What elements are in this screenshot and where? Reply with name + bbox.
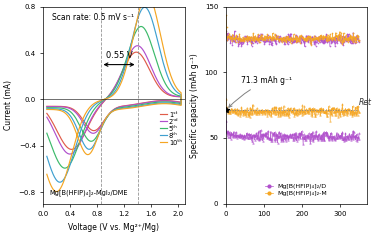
1ˢᵗ: [69, 148, 74, 151]
1ˢᵗ: [110, 109, 115, 112]
5ᵗʰ: [114, 84, 119, 87]
Text: 71.3 mAh g⁻¹: 71.3 mAh g⁻¹: [229, 76, 292, 107]
1ˢᵗ: [134, 51, 138, 54]
5ᵗʰ: [62, 167, 67, 169]
Line: 5ᵗʰ: 5ᵗʰ: [47, 26, 181, 168]
8ᵗʰ: [58, 181, 62, 184]
5ᵗʰ: [139, 25, 143, 28]
1ˢᵗ: [133, 103, 138, 106]
10ᵗʰ: [54, 190, 59, 193]
8ᵗʰ: [133, 105, 138, 108]
Line: 1ˢᵗ: 1ˢᵗ: [47, 52, 181, 149]
1ˢᵗ: [45, 105, 49, 108]
2ⁿᵈ: [45, 105, 49, 108]
Y-axis label: Current (mA): Current (mA): [4, 80, 13, 130]
X-axis label: Voltage (V vs. Mg²⁺/Mg): Voltage (V vs. Mg²⁺/Mg): [68, 223, 159, 232]
5ᵗʰ: [45, 132, 49, 135]
10ᵗʰ: [133, 106, 138, 109]
2ⁿᵈ: [154, 100, 159, 103]
2ⁿᵈ: [68, 153, 72, 156]
Legend: Mg[B(HFIP)₄]₂/D, Mg[B(HFIP)₄]₂-M: Mg[B(HFIP)₄]₂/D, Mg[B(HFIP)₄]₂-M: [263, 181, 330, 198]
5ᵗʰ: [154, 101, 159, 104]
1ˢᵗ: [45, 112, 49, 115]
8ᵗʰ: [110, 110, 115, 113]
1ˢᵗ: [167, 94, 172, 97]
2ⁿᵈ: [92, 111, 97, 114]
Line: 8ᵗʰ: 8ᵗʰ: [47, 7, 181, 182]
8ᵗʰ: [92, 103, 97, 106]
1ˢᵗ: [154, 100, 159, 102]
5ᵗʰ: [45, 106, 49, 109]
8ᵗʰ: [45, 107, 49, 110]
2ⁿᵈ: [110, 109, 115, 112]
2ⁿᵈ: [114, 82, 119, 85]
10ᵗʰ: [45, 173, 49, 176]
10ᵗʰ: [45, 108, 49, 111]
10ᵗʰ: [154, 103, 159, 105]
2ⁿᵈ: [135, 44, 140, 47]
8ᵗʰ: [154, 102, 159, 105]
8ᵗʰ: [143, 6, 147, 9]
Legend: 1ˢᵗ, 2ⁿᵈ, 5ᵗʰ, 8ᵗʰ, 10ᵗʰ: 1ˢᵗ, 2ⁿᵈ, 5ᵗʰ, 8ᵗʰ, 10ᵗʰ: [159, 111, 183, 147]
10ᵗʰ: [114, 90, 119, 93]
1ˢᵗ: [114, 82, 119, 85]
8ᵗʰ: [45, 155, 49, 158]
Y-axis label: Specific capacity (mAh g⁻¹): Specific capacity (mAh g⁻¹): [190, 53, 199, 157]
1ˢᵗ: [92, 112, 97, 115]
8ᵗʰ: [114, 88, 119, 91]
Line: 10ᵗʰ: 10ᵗʰ: [47, 0, 181, 192]
Line: 2ⁿᵈ: 2ⁿᵈ: [47, 46, 181, 154]
10ᵗʰ: [92, 101, 97, 104]
2ⁿᵈ: [167, 93, 172, 96]
8ᵗʰ: [167, 80, 172, 82]
10ᵗʰ: [110, 110, 115, 113]
5ᵗʰ: [167, 88, 172, 91]
Text: 0.55 V: 0.55 V: [106, 51, 132, 60]
5ᵗʰ: [110, 110, 115, 113]
5ᵗʰ: [92, 107, 97, 110]
Text: Ret: Ret: [358, 98, 371, 107]
2ⁿᵈ: [133, 103, 138, 106]
Text: Mg[B(HFIP)₄]₂-MgI₂/DME: Mg[B(HFIP)₄]₂-MgI₂/DME: [49, 189, 127, 196]
10ᵗʰ: [167, 70, 172, 73]
2ⁿᵈ: [45, 116, 49, 118]
Text: Scan rate: 0.5 mV s⁻¹: Scan rate: 0.5 mV s⁻¹: [52, 13, 134, 21]
5ᵗʰ: [133, 104, 138, 107]
